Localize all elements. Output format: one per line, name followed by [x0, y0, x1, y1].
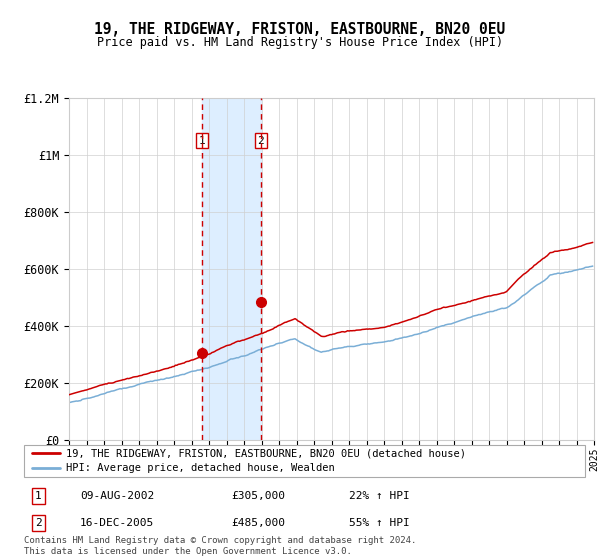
Text: 1: 1 [35, 491, 41, 501]
Bar [202, 98, 261, 440]
Text: 1: 1 [199, 136, 205, 146]
Text: 19, THE RIDGEWAY, FRISTON, EASTBOURNE, BN20 0EU: 19, THE RIDGEWAY, FRISTON, EASTBOURNE, B… [94, 22, 506, 38]
Text: £305,000: £305,000 [232, 491, 286, 501]
Text: 55% ↑ HPI: 55% ↑ HPI [349, 518, 410, 528]
FancyBboxPatch shape [24, 445, 585, 477]
Text: 19, THE RIDGEWAY, FRISTON, EASTBOURNE, BN20 0EU (detached house): 19, THE RIDGEWAY, FRISTON, EASTBOURNE, B… [66, 449, 466, 459]
Text: 2: 2 [35, 518, 41, 528]
Text: Contains HM Land Registry data © Crown copyright and database right 2024.
This d: Contains HM Land Registry data © Crown c… [24, 536, 416, 556]
Text: 2: 2 [257, 136, 265, 146]
Text: 22% ↑ HPI: 22% ↑ HPI [349, 491, 410, 501]
Text: £485,000: £485,000 [232, 518, 286, 528]
Text: Price paid vs. HM Land Registry's House Price Index (HPI): Price paid vs. HM Land Registry's House … [97, 36, 503, 49]
Text: 16-DEC-2005: 16-DEC-2005 [80, 518, 154, 528]
Text: 09-AUG-2002: 09-AUG-2002 [80, 491, 154, 501]
Text: HPI: Average price, detached house, Wealden: HPI: Average price, detached house, Weal… [66, 463, 335, 473]
